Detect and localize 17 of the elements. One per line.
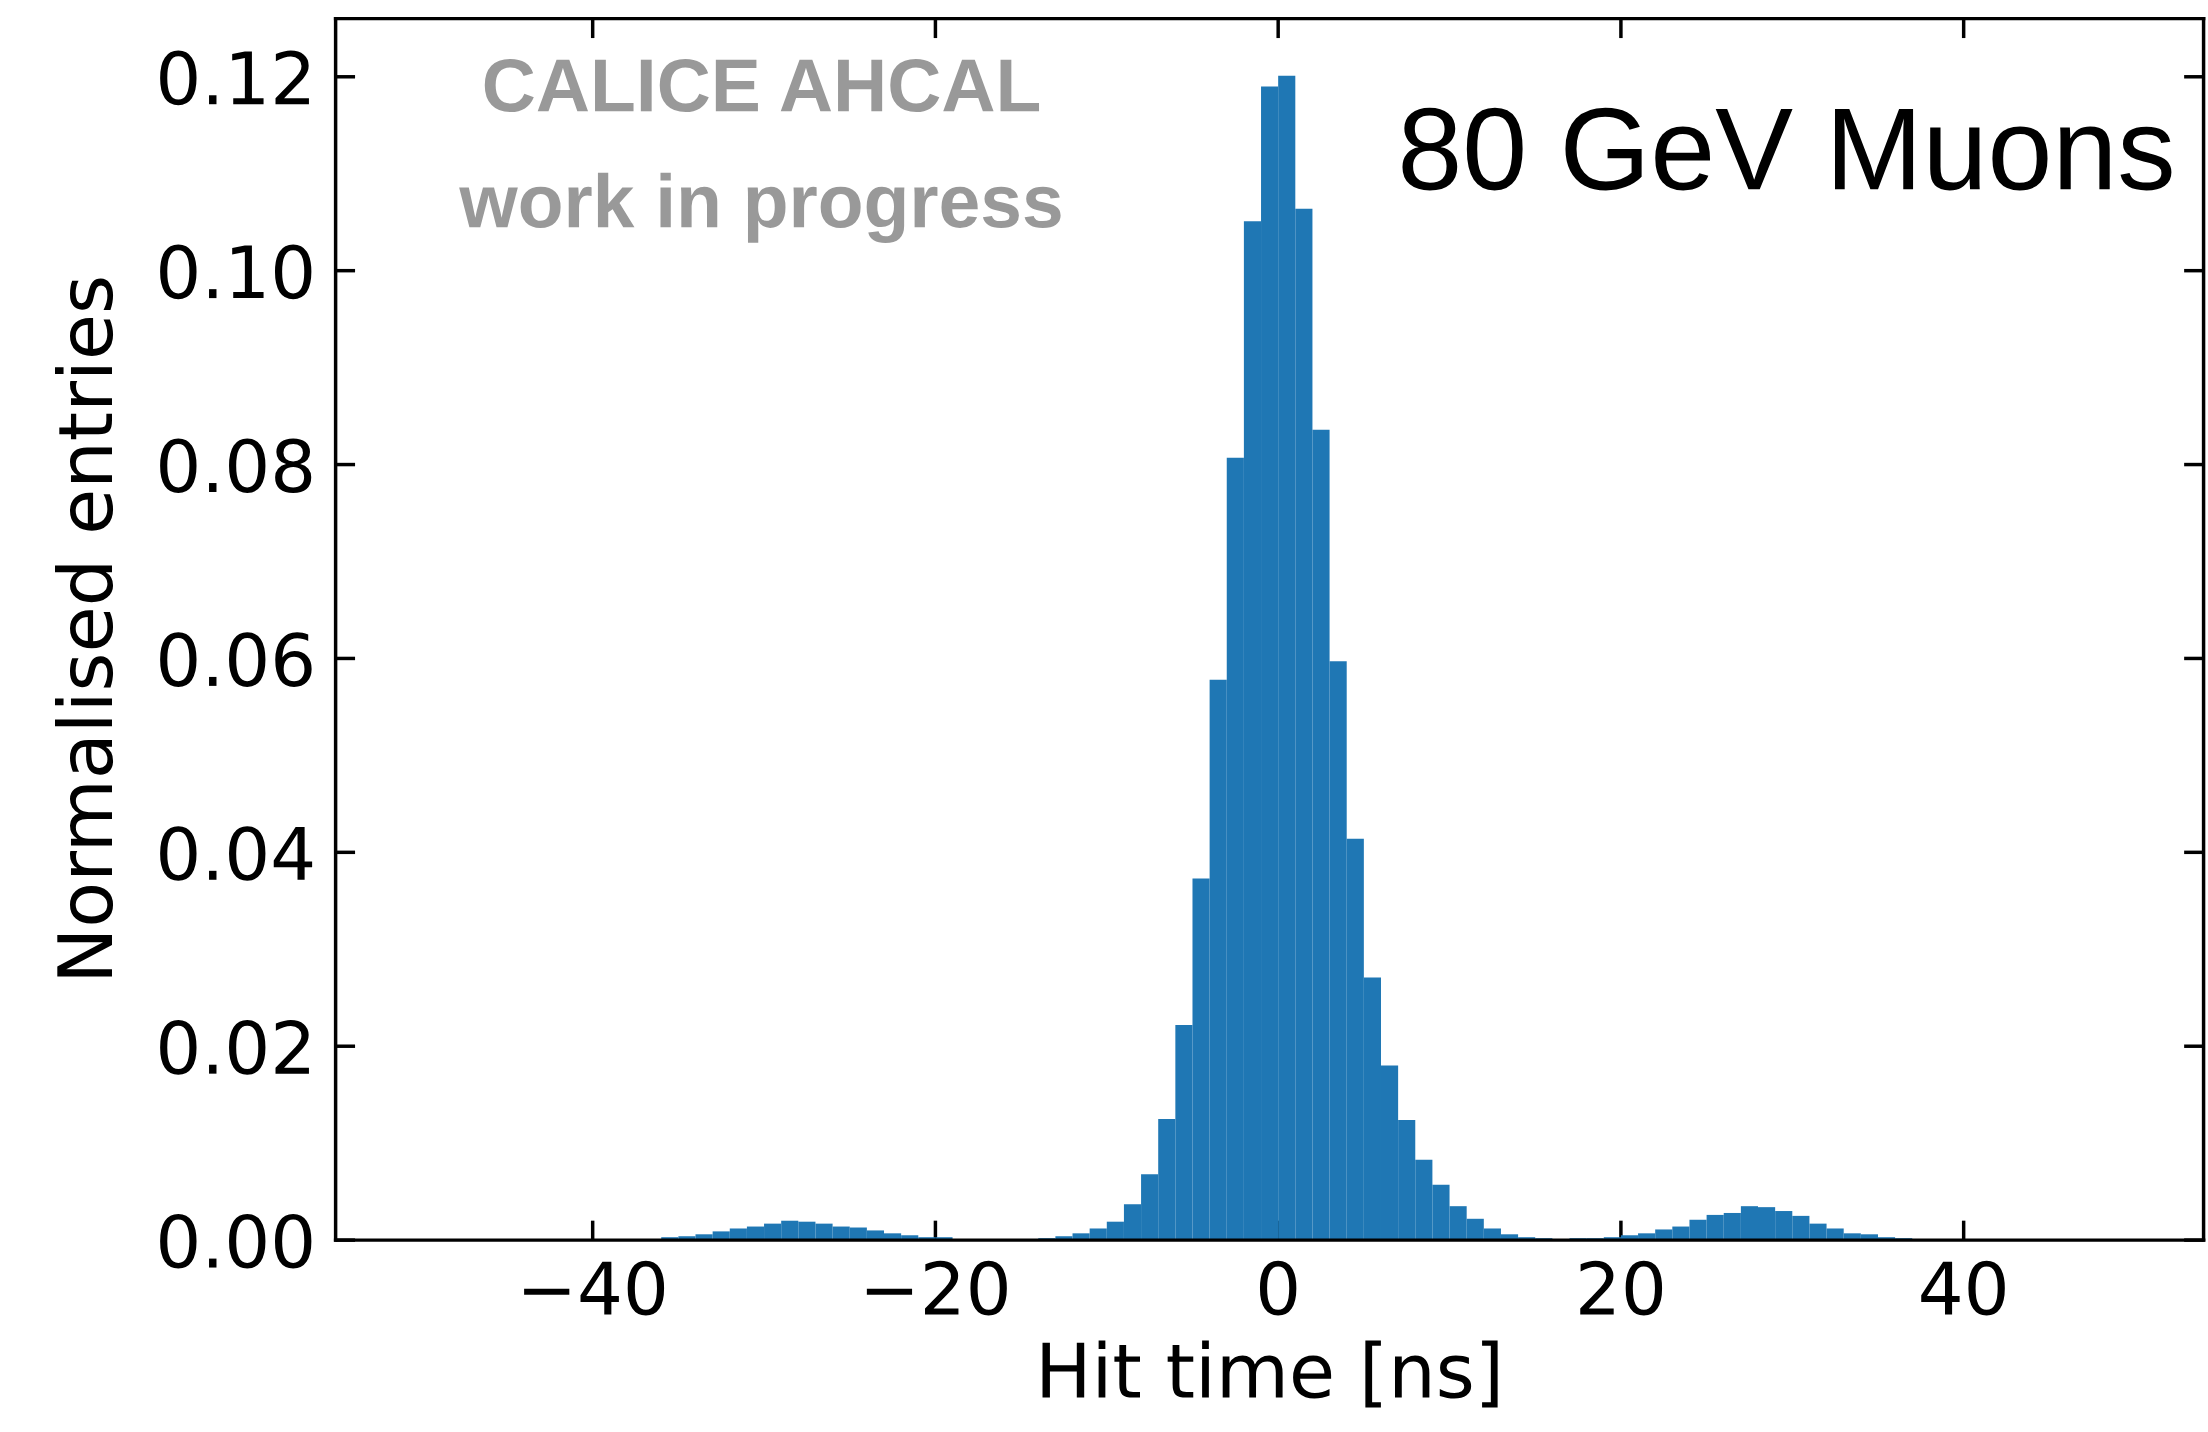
y-tick-label: 0.04 bbox=[160, 826, 313, 881]
x-axis-title: Hit time [ns] bbox=[1042, 1340, 1498, 1408]
y-tick-label: 0.12 bbox=[160, 50, 309, 106]
x-tick-label: −20 bbox=[866, 1260, 1007, 1316]
y-tick-label: 0.06 bbox=[160, 632, 312, 687]
annotation: work in progress bbox=[459, 172, 1061, 244]
x-tick-label: 0 bbox=[1259, 1260, 1297, 1316]
y-axis-title: Normalised entries bbox=[55, 278, 114, 977]
x-tick-label: 20 bbox=[1580, 1260, 1663, 1316]
y-tick-label: 0.02 bbox=[160, 1020, 309, 1075]
x-tick-label: −40 bbox=[524, 1260, 665, 1316]
x-tick-label: 40 bbox=[1921, 1260, 2005, 1316]
annotation: CALICE AHCAL bbox=[484, 58, 1040, 113]
annotation: 80 GeV Muons bbox=[1402, 107, 2172, 191]
y-tick-label: 0.10 bbox=[160, 244, 312, 300]
y-tick-label: 0.00 bbox=[160, 1213, 312, 1269]
y-tick-label: 0.08 bbox=[160, 438, 312, 494]
